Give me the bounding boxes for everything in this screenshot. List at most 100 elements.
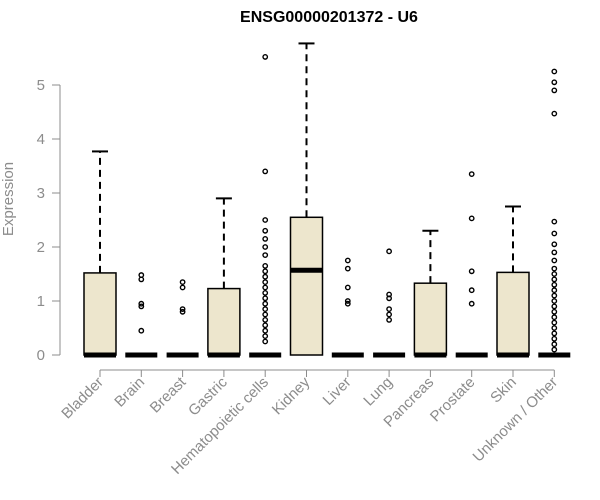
outlier-point	[262, 316, 269, 323]
y-axis-label: Expression	[0, 162, 17, 236]
outlier-point	[551, 110, 558, 117]
outlier-point	[551, 79, 558, 86]
outlier-point	[262, 235, 269, 242]
boxes-group	[83, 42, 571, 358]
outlier-point	[179, 284, 186, 291]
outlier-point	[262, 295, 269, 302]
outlier-point	[551, 303, 558, 310]
outlier-point	[551, 292, 558, 299]
outlier-point	[262, 168, 269, 175]
box-1	[83, 150, 117, 358]
box-3	[166, 279, 199, 358]
y-axis: 0 1 2 3 4 5	[37, 77, 61, 364]
outlier-point	[386, 311, 392, 318]
x-tick-label: Liver	[320, 374, 355, 409]
y-tick-label: 2	[37, 239, 45, 256]
box-10	[455, 171, 488, 358]
outlier-point	[262, 273, 269, 280]
outlier-point	[468, 268, 475, 275]
outlier-point	[138, 272, 145, 278]
y-tick-label: 4	[37, 131, 45, 148]
outlier-point	[262, 54, 269, 60]
outlier-point	[551, 218, 558, 225]
outlier-point	[262, 244, 269, 250]
x-tick-label: Lung	[360, 374, 396, 410]
box-7	[331, 257, 364, 358]
outlier-point	[551, 325, 558, 331]
outlier-point	[138, 300, 145, 307]
outlier-point	[262, 311, 269, 318]
y-tick-label: 0	[37, 347, 45, 364]
x-tick-label: Bladder	[58, 374, 107, 423]
outlier-point	[179, 308, 186, 315]
outlier-point	[551, 346, 558, 353]
box-2	[125, 272, 158, 358]
outlier-point	[551, 257, 558, 264]
outlier-point	[262, 327, 269, 334]
outlier-point	[344, 298, 351, 304]
box-rect	[496, 271, 530, 356]
outlier-point	[262, 289, 269, 296]
outlier-point	[551, 298, 558, 304]
outlier-point	[138, 303, 145, 310]
box-5	[249, 54, 282, 358]
y-tick-label: 3	[37, 185, 45, 202]
outlier-point	[344, 300, 351, 307]
outlier-point	[551, 314, 558, 321]
outlier-point	[344, 284, 351, 291]
box-8	[373, 248, 406, 358]
outlier-point	[551, 68, 558, 75]
box-rect	[207, 287, 241, 356]
outlier-point	[551, 287, 558, 294]
outlier-point	[386, 306, 392, 312]
outlier-point	[262, 306, 269, 312]
outlier-point	[468, 287, 475, 294]
box-rect	[83, 272, 117, 356]
y-tick-label: 5	[37, 77, 45, 94]
x-tick-label: Brain	[111, 374, 148, 411]
x-tick-label: Prostate	[427, 374, 479, 426]
box-4	[207, 197, 241, 358]
x-tick-label: Skin	[487, 374, 520, 407]
outlier-point	[551, 330, 558, 337]
outlier-point	[551, 335, 558, 342]
box-9	[413, 229, 448, 358]
outlier-point	[262, 300, 269, 307]
outlier-point	[262, 338, 269, 345]
x-tick-label: Breast	[147, 373, 190, 416]
outlier-point	[262, 217, 269, 223]
outlier-point	[551, 265, 558, 272]
box-12	[538, 68, 571, 358]
outlier-point	[262, 333, 269, 339]
y-tick-label: 1	[37, 293, 45, 310]
box-rect	[289, 216, 324, 356]
outlier-point	[179, 279, 186, 285]
outlier-point	[386, 248, 392, 255]
box-6	[289, 42, 324, 356]
outlier-point	[262, 227, 269, 234]
outlier-point	[468, 171, 475, 178]
outlier-point	[262, 322, 269, 329]
outlier-point	[551, 249, 558, 256]
outlier-point	[551, 276, 558, 283]
outlier-point	[386, 316, 392, 323]
outlier-point	[386, 291, 392, 298]
outlier-point	[262, 279, 269, 285]
outlier-point	[551, 341, 558, 348]
outlier-point	[262, 252, 269, 259]
outlier-point	[468, 300, 475, 307]
outlier-point	[551, 308, 558, 315]
outlier-point	[262, 268, 269, 275]
outlier-point	[551, 87, 558, 94]
box-11	[496, 205, 530, 358]
x-tick-label: Kidney	[269, 373, 314, 418]
outlier-point	[262, 284, 269, 291]
chart-title: ENSG00000201372 - U6	[240, 9, 418, 26]
outlier-point	[551, 271, 558, 277]
outlier-point	[262, 262, 269, 269]
outlier-point	[551, 241, 558, 248]
outlier-point	[344, 265, 351, 272]
outlier-point	[138, 327, 145, 334]
